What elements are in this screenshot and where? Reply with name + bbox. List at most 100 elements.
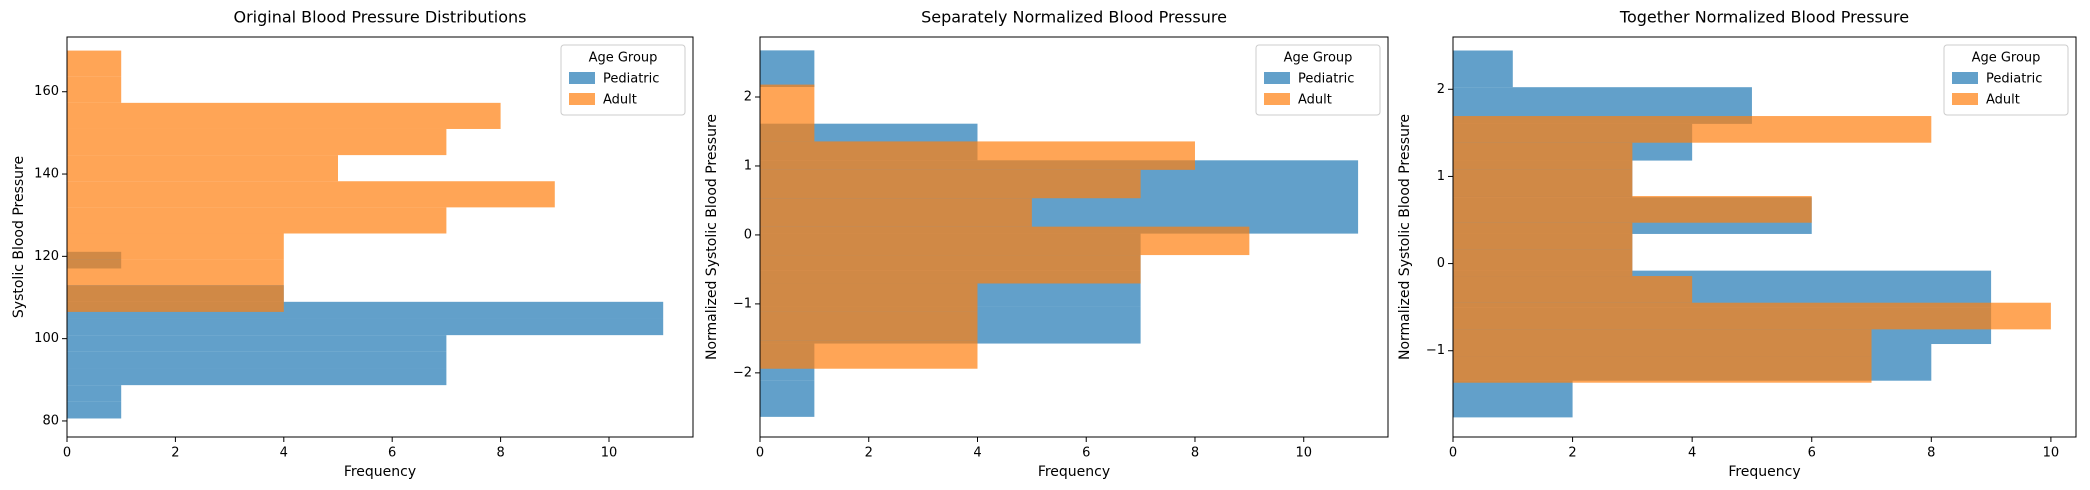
bar	[1453, 196, 1812, 223]
bar	[67, 335, 447, 352]
y-tick-label: 120	[34, 249, 59, 264]
bar	[67, 368, 447, 386]
bar	[760, 380, 815, 417]
plot-frame	[759, 36, 1389, 438]
x-tick-label: 0	[63, 446, 71, 461]
bar	[1453, 356, 1872, 383]
x-tick-label: 10	[601, 446, 618, 461]
x-tick-label: 6	[388, 446, 396, 461]
y-axis-label: Systolic Blood Pressure	[11, 156, 27, 318]
legend-label: Pediatric	[1986, 72, 2042, 87]
bar	[67, 285, 284, 312]
x-tick-label: 4	[973, 446, 981, 461]
bar	[67, 401, 122, 419]
bar	[760, 255, 1141, 284]
bar	[67, 318, 664, 336]
bar	[760, 141, 1195, 170]
y-axis-label: Normalized Systolic Blood Pressure	[704, 114, 720, 360]
bar	[1453, 142, 1633, 170]
x-tick-label: 6	[1808, 446, 1816, 461]
y-tick-label: 100	[34, 331, 59, 346]
legend-swatch	[569, 93, 595, 105]
legend-label: Adult	[1298, 93, 1332, 108]
bar	[1453, 169, 1633, 197]
legend-label: Adult	[603, 93, 637, 108]
bar	[1453, 329, 1872, 357]
x-tick-label: 10	[1295, 446, 1312, 461]
bar	[760, 113, 815, 142]
bar	[1453, 276, 1693, 303]
y-tick-label: 2	[744, 90, 752, 105]
bar	[67, 181, 555, 208]
bar	[760, 169, 1141, 199]
chart-title: Original Blood Pressure Distributions	[233, 8, 526, 27]
x-tick-label: 8	[1191, 446, 1199, 461]
bar	[67, 233, 284, 260]
y-tick-label: 1	[1437, 169, 1445, 184]
legend-label: Pediatric	[603, 72, 659, 87]
x-tick-label: 0	[756, 446, 764, 461]
legend-label: Pediatric	[1298, 72, 1354, 87]
bar	[1453, 380, 1573, 418]
bar	[67, 128, 447, 156]
x-axis-label: Frequency	[344, 464, 416, 480]
bar	[760, 84, 815, 113]
x-tick-label: 8	[496, 446, 504, 461]
bar	[760, 283, 978, 312]
legend-title: Age Group	[589, 51, 658, 66]
y-tick-label: 1	[744, 158, 752, 173]
bar	[760, 340, 978, 369]
x-tick-label: 6	[1082, 446, 1090, 461]
y-tick-label: 160	[34, 84, 59, 99]
x-tick-label: 2	[865, 446, 873, 461]
chart-title: Together Normalized Blood Pressure	[1619, 8, 1909, 27]
legend-swatch	[1264, 72, 1290, 84]
y-tick-label: 0	[744, 227, 752, 242]
y-tick-label: −1	[1426, 343, 1445, 358]
x-tick-label: 2	[171, 446, 179, 461]
legend-label: Adult	[1986, 93, 2020, 108]
bar	[1453, 222, 1633, 250]
plot-frame	[66, 36, 694, 438]
y-tick-label: −1	[733, 296, 752, 311]
y-tick-label: 2	[1437, 82, 1445, 97]
plot-frame	[1452, 36, 2077, 438]
legend-title: Age Group	[1284, 51, 1353, 66]
bar	[760, 50, 815, 87]
x-axis-label: Frequency	[1728, 464, 1800, 480]
bar	[67, 351, 447, 369]
y-tick-label: 140	[34, 167, 59, 182]
x-axis-label: Frequency	[1038, 464, 1110, 480]
y-tick-label: 0	[1437, 256, 1445, 271]
bar	[760, 198, 1032, 227]
bar	[67, 385, 122, 402]
bar	[1453, 116, 1932, 143]
bar	[67, 50, 122, 77]
chart-title: Separately Normalized Blood Pressure	[921, 8, 1227, 27]
bar	[67, 207, 447, 234]
bar	[1453, 50, 1513, 88]
bar	[67, 76, 122, 103]
x-tick-label: 4	[280, 446, 288, 461]
bar	[760, 226, 1250, 256]
y-axis-label: Normalized Systolic Blood Pressure	[1397, 114, 1413, 360]
x-tick-label: 10	[2043, 446, 2060, 461]
x-tick-label: 4	[1688, 446, 1696, 461]
bar	[1453, 302, 2051, 330]
bar	[67, 155, 338, 182]
x-tick-label: 8	[1927, 446, 1935, 461]
legend-title: Age Group	[1972, 51, 2041, 66]
bar	[1453, 249, 1633, 277]
x-tick-label: 2	[1568, 446, 1576, 461]
bar	[760, 311, 978, 341]
legend-swatch	[1264, 93, 1290, 105]
y-tick-label: 80	[42, 413, 59, 428]
legend-swatch	[1952, 72, 1978, 84]
bar	[67, 102, 501, 129]
bar	[67, 259, 284, 286]
legend-swatch	[569, 72, 595, 84]
legend-swatch	[1952, 93, 1978, 105]
y-tick-label: −2	[733, 365, 752, 380]
